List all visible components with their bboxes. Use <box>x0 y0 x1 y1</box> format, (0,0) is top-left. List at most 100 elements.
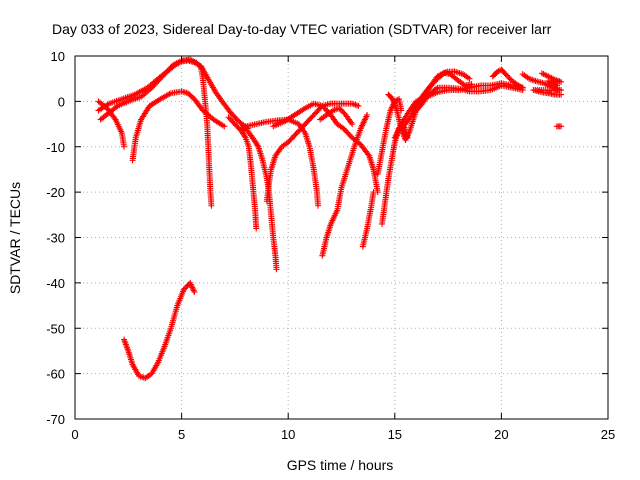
data-marks <box>95 56 565 382</box>
y-axis-label: SDTVAR / TECUs <box>7 182 23 294</box>
data-point <box>558 91 565 98</box>
x-tick-label: 5 <box>178 427 185 442</box>
data-point <box>121 143 128 150</box>
data-point <box>233 122 240 129</box>
data-point <box>505 73 512 80</box>
y-tick-label: -50 <box>46 321 65 336</box>
data-point <box>160 72 167 79</box>
data-point <box>273 266 280 273</box>
series-arc10 <box>270 100 381 196</box>
data-point <box>198 106 205 113</box>
data-point <box>454 76 461 83</box>
data-point <box>553 82 560 89</box>
data-point <box>164 67 171 74</box>
y-tick-label: -10 <box>46 140 65 155</box>
y-tick-label: -20 <box>46 185 65 200</box>
series-arc20 <box>489 66 526 91</box>
data-point <box>336 105 343 112</box>
x-tick-label: 20 <box>494 427 508 442</box>
data-point <box>503 72 510 79</box>
data-point <box>338 107 345 114</box>
data-point <box>155 77 162 84</box>
data-point <box>365 151 372 158</box>
data-point <box>191 288 198 295</box>
data-point <box>159 73 166 80</box>
data-point <box>502 71 509 78</box>
series-arc19 <box>408 68 473 114</box>
data-point <box>225 114 232 121</box>
x-tick-label: 10 <box>281 427 295 442</box>
axis-ticks: 0 5 10 15 20 25 10 0 -10 -20 -30 -40 -50 -60 -70 <box>46 49 615 442</box>
series-arc23 <box>553 123 565 130</box>
data-point <box>208 202 215 209</box>
data-point <box>152 80 159 87</box>
data-point <box>180 286 187 293</box>
data-point <box>230 119 237 126</box>
data-point <box>221 123 228 130</box>
data-point <box>163 69 170 76</box>
data-point <box>506 75 513 82</box>
data-point <box>113 104 120 111</box>
data-point <box>370 189 377 196</box>
data-point <box>229 118 236 125</box>
x-tick-label: 0 <box>71 427 78 442</box>
y-tick-label: -40 <box>46 276 65 291</box>
series-arc03 <box>97 56 215 209</box>
series-arc07 <box>238 124 280 273</box>
series-arc09 <box>242 116 322 209</box>
y-tick-label: 0 <box>58 94 65 109</box>
data-point <box>154 79 161 86</box>
x-tick-label: 15 <box>388 427 402 442</box>
series-arc01 <box>95 98 128 150</box>
data-point <box>519 84 526 91</box>
y-tick-label: 10 <box>51 49 65 64</box>
series-arc14 <box>374 96 405 177</box>
data-point <box>150 83 157 90</box>
y-tick-label: -70 <box>46 412 65 427</box>
series-arc21 <box>519 71 565 98</box>
data-point <box>166 66 173 73</box>
data-point <box>148 84 155 91</box>
data-point <box>441 70 448 77</box>
series-arc12 <box>317 105 356 128</box>
data-point <box>254 142 261 149</box>
data-point <box>167 64 174 71</box>
data-point <box>558 123 565 130</box>
data-point <box>349 121 356 128</box>
data-point <box>234 123 241 130</box>
series-arc05 <box>121 279 198 382</box>
y-tick-label: -60 <box>46 367 65 382</box>
series-arc13 <box>359 189 377 250</box>
x-tick-label: 25 <box>601 427 615 442</box>
series-arc04 <box>129 88 228 164</box>
data-point <box>156 76 163 83</box>
data-point <box>183 283 190 290</box>
data-point <box>151 81 158 88</box>
grid-lines <box>75 56 608 419</box>
data-point <box>315 202 322 209</box>
data-point <box>111 115 118 122</box>
data-point <box>241 133 248 140</box>
data-point <box>364 111 371 118</box>
data-point <box>162 70 169 77</box>
series-arc18 <box>402 82 526 128</box>
data-point <box>253 225 260 232</box>
data-point <box>337 106 344 113</box>
data-point <box>340 109 347 116</box>
data-point <box>228 116 235 123</box>
data-point <box>158 74 165 81</box>
series-arc15 <box>379 121 411 227</box>
data-point <box>466 75 473 82</box>
data-point <box>433 85 440 92</box>
series-arc22 <box>538 70 565 89</box>
data-point <box>196 63 203 70</box>
data-point <box>168 63 175 70</box>
series-arc06 <box>225 114 260 232</box>
data-point <box>226 115 233 122</box>
data-point <box>231 121 238 128</box>
series-arc11 <box>319 111 371 259</box>
data-point <box>182 285 189 292</box>
chart-title: Day 033 of 2023, Sidereal Day-to-day VTE… <box>52 21 552 37</box>
data-point <box>518 84 525 91</box>
